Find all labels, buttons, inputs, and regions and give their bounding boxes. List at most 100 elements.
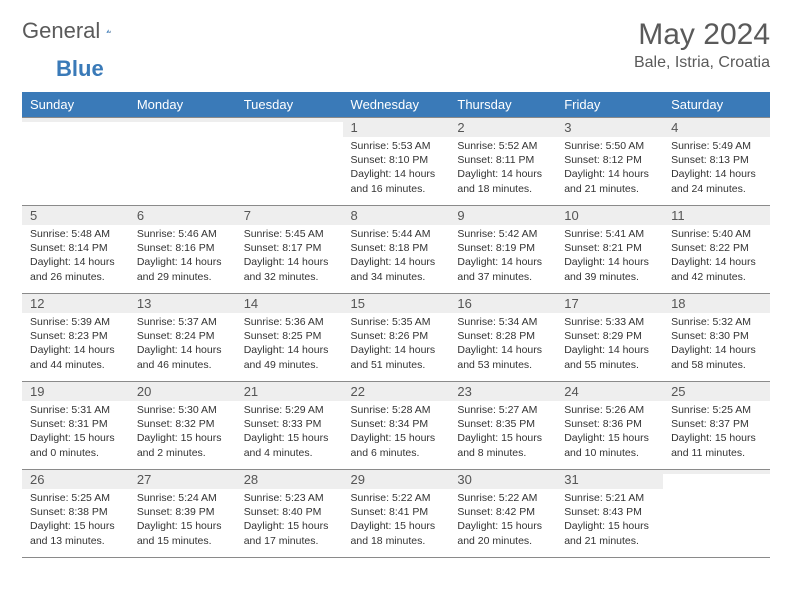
sunset-text: Sunset: 8:13 PM	[671, 153, 762, 167]
sunrise-text: Sunrise: 5:22 AM	[457, 491, 548, 505]
sunset-text: Sunset: 8:41 PM	[351, 505, 442, 519]
sunset-text: Sunset: 8:11 PM	[457, 153, 548, 167]
sunrise-text: Sunrise: 5:23 AM	[244, 491, 335, 505]
day-number: 17	[556, 294, 663, 313]
daylight-text: Daylight: 14 hours and 32 minutes.	[244, 255, 335, 283]
sunset-text: Sunset: 8:24 PM	[137, 329, 228, 343]
day-number: 31	[556, 470, 663, 489]
logo: General	[22, 18, 134, 44]
day-header: Wednesday	[343, 92, 450, 118]
day-number: 14	[236, 294, 343, 313]
sunset-text: Sunset: 8:36 PM	[564, 417, 655, 431]
calendar-table: Sunday Monday Tuesday Wednesday Thursday…	[22, 92, 770, 558]
day-info: Sunrise: 5:32 AMSunset: 8:30 PMDaylight:…	[663, 313, 770, 376]
daylight-text: Daylight: 14 hours and 39 minutes.	[564, 255, 655, 283]
day-info: Sunrise: 5:21 AMSunset: 8:43 PMDaylight:…	[556, 489, 663, 552]
daylight-text: Daylight: 14 hours and 58 minutes.	[671, 343, 762, 371]
day-header: Saturday	[663, 92, 770, 118]
calendar-cell: 12Sunrise: 5:39 AMSunset: 8:23 PMDayligh…	[22, 294, 129, 382]
calendar-cell: 3Sunrise: 5:50 AMSunset: 8:12 PMDaylight…	[556, 118, 663, 206]
calendar-cell: 29Sunrise: 5:22 AMSunset: 8:41 PMDayligh…	[343, 470, 450, 558]
day-info: Sunrise: 5:30 AMSunset: 8:32 PMDaylight:…	[129, 401, 236, 464]
sunset-text: Sunset: 8:32 PM	[137, 417, 228, 431]
daylight-text: Daylight: 14 hours and 46 minutes.	[137, 343, 228, 371]
day-number: 22	[343, 382, 450, 401]
calendar-cell: 15 Sunrise: 5:35 AMSunset: 8:26 PMDayligh…	[343, 294, 450, 382]
sunrise-text: Sunrise: 5:35 AM	[351, 315, 442, 329]
day-info: Sunrise: 5:53 AMSunset: 8:10 PMDaylight:…	[343, 137, 450, 200]
day-header: Friday	[556, 92, 663, 118]
sunset-text: Sunset: 8:21 PM	[564, 241, 655, 255]
day-number: 15	[343, 294, 450, 313]
sunrise-text: Sunrise: 5:34 AM	[457, 315, 548, 329]
calendar-row: 5Sunrise: 5:48 AMSunset: 8:14 PMDaylight…	[22, 206, 770, 294]
day-info: Sunrise: 5:41 AMSunset: 8:21 PMDaylight:…	[556, 225, 663, 288]
sunset-text: Sunset: 8:40 PM	[244, 505, 335, 519]
daylight-text: Daylight: 15 hours and 17 minutes.	[244, 519, 335, 547]
sunset-text: Sunset: 8:17 PM	[244, 241, 335, 255]
sail-icon	[106, 20, 111, 42]
calendar-cell: 26Sunrise: 5:25 AMSunset: 8:38 PMDayligh…	[22, 470, 129, 558]
sunrise-text: Sunrise: 5:30 AM	[137, 403, 228, 417]
sunset-text: Sunset: 8:43 PM	[564, 505, 655, 519]
daylight-text: Daylight: 15 hours and 20 minutes.	[457, 519, 548, 547]
sunset-text: Sunset: 8:12 PM	[564, 153, 655, 167]
day-number: 1	[343, 118, 450, 137]
calendar-cell: 27Sunrise: 5:24 AMSunset: 8:39 PMDayligh…	[129, 470, 236, 558]
daylight-text: Daylight: 15 hours and 11 minutes.	[671, 431, 762, 459]
sunrise-text: Sunrise: 5:28 AM	[351, 403, 442, 417]
sunset-text: Sunset: 8:26 PM	[351, 329, 442, 343]
sunset-text: Sunset: 8:18 PM	[351, 241, 442, 255]
day-info: Sunrise: 5:22 AMSunset: 8:41 PMDaylight:…	[343, 489, 450, 552]
sunrise-text: Sunrise: 5:41 AM	[564, 227, 655, 241]
day-info: Sunrise: 5:28 AMSunset: 8:34 PMDaylight:…	[343, 401, 450, 464]
sunset-text: Sunset: 8:23 PM	[30, 329, 121, 343]
calendar-cell: 31Sunrise: 5:21 AMSunset: 8:43 PMDayligh…	[556, 470, 663, 558]
calendar-cell: 21Sunrise: 5:29 AMSunset: 8:33 PMDayligh…	[236, 382, 343, 470]
day-number: 20	[129, 382, 236, 401]
day-info: Sunrise: 5:40 AMSunset: 8:22 PMDaylight:…	[663, 225, 770, 288]
daylight-text: Daylight: 15 hours and 13 minutes.	[30, 519, 121, 547]
day-info: Sunrise: 5:25 AMSunset: 8:37 PMDaylight:…	[663, 401, 770, 464]
sunset-text: Sunset: 8:34 PM	[351, 417, 442, 431]
day-number: 23	[449, 382, 556, 401]
calendar-cell: 30Sunrise: 5:22 AMSunset: 8:42 PMDayligh…	[449, 470, 556, 558]
daylight-text: Daylight: 14 hours and 55 minutes.	[564, 343, 655, 371]
day-info: Sunrise: 5:39 AMSunset: 8:23 PMDaylight:…	[22, 313, 129, 376]
calendar-cell: 16Sunrise: 5:34 AMSunset: 8:28 PMDayligh…	[449, 294, 556, 382]
day-info: Sunrise: 5:49 AMSunset: 8:13 PMDaylight:…	[663, 137, 770, 200]
sunrise-text: Sunrise: 5:25 AM	[671, 403, 762, 417]
sunset-text: Sunset: 8:30 PM	[671, 329, 762, 343]
sunset-text: Sunset: 8:28 PM	[457, 329, 548, 343]
daylight-text: Daylight: 14 hours and 51 minutes.	[351, 343, 442, 371]
daylight-text: Daylight: 14 hours and 44 minutes.	[30, 343, 121, 371]
sunset-text: Sunset: 8:25 PM	[244, 329, 335, 343]
sunrise-text: Sunrise: 5:44 AM	[351, 227, 442, 241]
calendar-cell: 8Sunrise: 5:44 AMSunset: 8:18 PMDaylight…	[343, 206, 450, 294]
sunrise-text: Sunrise: 5:25 AM	[30, 491, 121, 505]
sunrise-text: Sunrise: 5:49 AM	[671, 139, 762, 153]
day-number: 4	[663, 118, 770, 137]
day-info: Sunrise: 5:23 AMSunset: 8:40 PMDaylight:…	[236, 489, 343, 552]
daylight-text: Daylight: 14 hours and 18 minutes.	[457, 167, 548, 195]
sunrise-text: Sunrise: 5:33 AM	[564, 315, 655, 329]
sunset-text: Sunset: 8:42 PM	[457, 505, 548, 519]
daylight-text: Daylight: 14 hours and 16 minutes.	[351, 167, 442, 195]
month-title: May 2024	[634, 18, 770, 52]
daylight-text: Daylight: 14 hours and 37 minutes.	[457, 255, 548, 283]
day-number: 13	[129, 294, 236, 313]
day-number: 19	[22, 382, 129, 401]
day-number: 29	[343, 470, 450, 489]
sunrise-text: Sunrise: 5:45 AM	[244, 227, 335, 241]
calendar-cell: 1Sunrise: 5:53 AMSunset: 8:10 PMDaylight…	[343, 118, 450, 206]
day-number: 3	[556, 118, 663, 137]
calendar-cell: 18Sunrise: 5:32 AMSunset: 8:30 PMDayligh…	[663, 294, 770, 382]
day-number: 11	[663, 206, 770, 225]
daylight-text: Daylight: 14 hours and 34 minutes.	[351, 255, 442, 283]
day-header: Sunday	[22, 92, 129, 118]
sunset-text: Sunset: 8:33 PM	[244, 417, 335, 431]
sunrise-text: Sunrise: 5:53 AM	[351, 139, 442, 153]
sunset-text: Sunset: 8:37 PM	[671, 417, 762, 431]
day-info: Sunrise: 5:33 AMSunset: 8:29 PMDaylight:…	[556, 313, 663, 376]
day-number: 27	[129, 470, 236, 489]
